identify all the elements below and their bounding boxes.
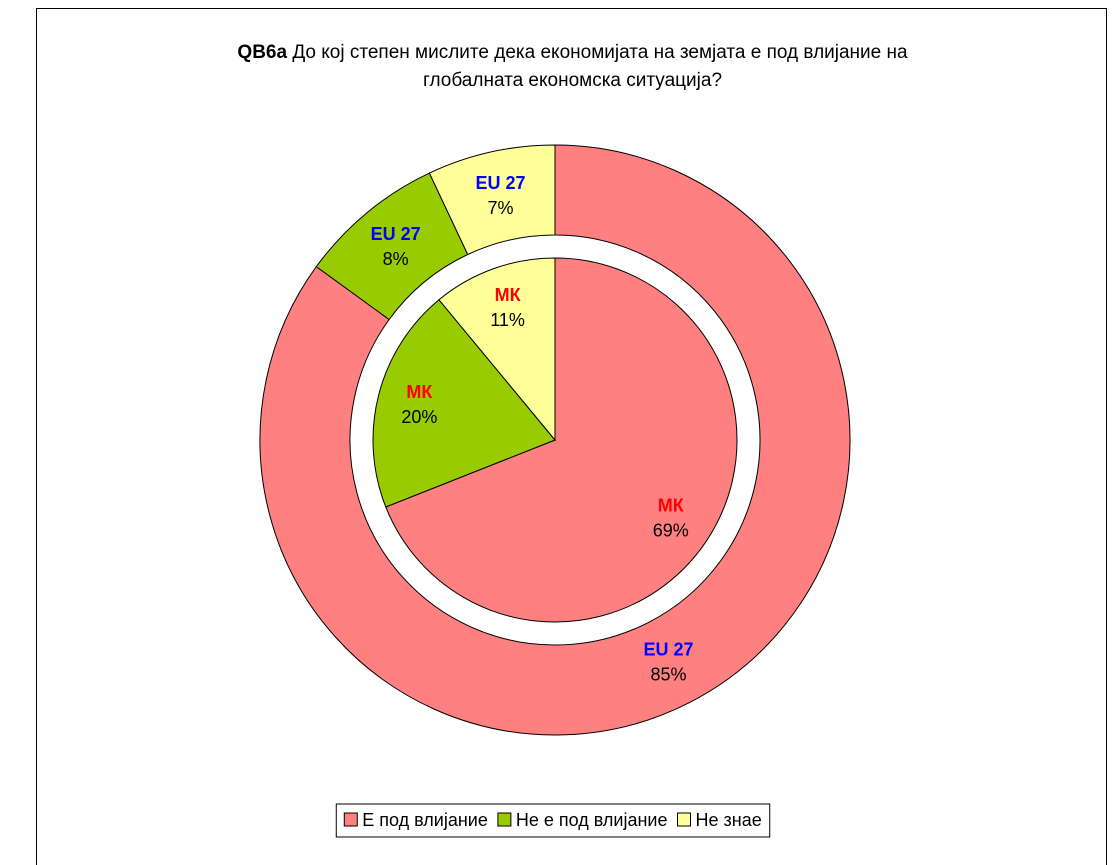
- data-label: 69%: [653, 520, 689, 540]
- title-code: QB6a: [237, 42, 288, 63]
- data-label: 7%: [487, 198, 513, 218]
- slice: [385, 257, 738, 623]
- legend-swatch: [497, 812, 512, 827]
- legend-label: Не знае: [696, 810, 762, 830]
- chart-title: QB6a До кој степен мислите дека економиј…: [37, 39, 1108, 95]
- legend-label: Е под влијание: [362, 810, 488, 830]
- data-label: 20%: [401, 407, 437, 427]
- data-label-name: EU 27: [475, 173, 525, 193]
- slice: [259, 144, 851, 736]
- data-label-name: МК: [495, 285, 522, 305]
- slice: [438, 257, 556, 442]
- data-label-name: МК: [406, 382, 433, 402]
- legend-swatch: [677, 812, 691, 827]
- slice: [372, 299, 556, 508]
- slice: [428, 144, 556, 256]
- data-label-name: EU 27: [371, 224, 421, 244]
- data-label: 8%: [383, 249, 409, 269]
- legend: Е под влијание Не е под влијание Не знае: [335, 803, 771, 838]
- data-label-name: МК: [658, 495, 685, 515]
- chart-frame: QB6a До кој степен мислите дека економиј…: [36, 8, 1107, 865]
- legend-box: [335, 803, 771, 838]
- legend-swatch: [343, 812, 358, 827]
- title-text: До кој степен мислите дека економијата н…: [292, 42, 908, 91]
- data-label: 85%: [650, 665, 686, 685]
- legend-label: Не е под влијание: [516, 810, 668, 830]
- data-label: 11%: [490, 310, 525, 330]
- data-label-name: EU 27: [643, 640, 693, 660]
